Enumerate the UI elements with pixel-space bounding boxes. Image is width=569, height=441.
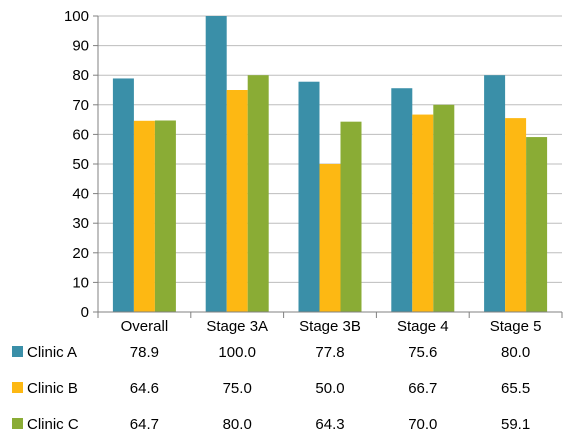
bar-clinic-c-stage-3b (340, 121, 362, 312)
bar-clinic-a-stage-3a (205, 16, 227, 312)
y-tick-label-20: 20 (72, 245, 89, 262)
bar-clinic-a-stage-3b (298, 81, 320, 312)
bar-clinic-c-stage-5 (526, 137, 548, 312)
y-tick-label-60: 60 (72, 126, 89, 143)
x-tick-label-stage-3a: Stage 3A (206, 318, 268, 335)
x-tick-label-overall: Overall (121, 318, 169, 335)
legend-key-clinic-b (12, 382, 23, 393)
bar-clinic-b-overall (133, 120, 155, 312)
axes (93, 15, 563, 318)
y-tick-label-90: 90 (72, 38, 89, 55)
data-label-clinic-b-stage-3b: 50.0 (315, 380, 344, 397)
bar-clinic-b-stage-3a (226, 90, 248, 312)
y-tick-label-70: 70 (72, 97, 89, 114)
y-tick-label-10: 10 (72, 274, 89, 291)
y-tick-label-40: 40 (72, 186, 89, 203)
bar-clinic-a-stage-5 (484, 75, 506, 312)
x-tick-label-stage-5: Stage 5 (490, 318, 542, 335)
x-tick-label-stage-3b: Stage 3B (299, 318, 361, 335)
bar-clinic-b-stage-3b (319, 164, 341, 312)
legend-key-clinic-a (12, 346, 23, 357)
data-label-clinic-a-stage-5: 80.0 (501, 344, 530, 361)
bar-clinic-c-overall (154, 120, 176, 312)
data-label-clinic-a-stage-3b: 77.8 (315, 344, 344, 361)
bar-clinic-c-stage-4 (433, 104, 455, 312)
bar-clinic-b-stage-4 (412, 114, 434, 313)
data-label-clinic-b-overall: 64.6 (130, 380, 159, 397)
legend-label-clinic-c: Clinic C (27, 416, 79, 433)
legend-label-clinic-a: Clinic A (27, 344, 77, 361)
y-tick-label-30: 30 (72, 215, 89, 232)
data-label-clinic-b-stage-3a: 75.0 (223, 380, 252, 397)
y-tick-label-100: 100 (64, 8, 89, 25)
data-label-clinic-c-stage-3a: 80.0 (223, 416, 252, 433)
y-tick-label-0: 0 (81, 304, 89, 321)
bar-clinic-a-overall (112, 78, 134, 313)
y-tick-labels: 0 10 20 30 40 50 60 70 80 90 100 (64, 8, 89, 321)
bar-clinic-a-stage-4 (391, 88, 413, 312)
legend-key-clinic-c (12, 418, 23, 429)
data-label-clinic-b-stage-4: 66.7 (408, 380, 437, 397)
data-label-clinic-a-overall: 78.9 (130, 344, 159, 361)
x-tick-label-stage-4: Stage 4 (397, 318, 449, 335)
bar-clinic-c-stage-3a (247, 75, 269, 312)
data-label-clinic-b-stage-5: 65.5 (501, 380, 530, 397)
data-label-clinic-a-stage-4: 75.6 (408, 344, 437, 361)
data-table: Overall Stage 3A Stage 3B Stage 4 Stage 5 Cli… (12, 318, 541, 433)
y-tick-label-80: 80 (72, 67, 89, 84)
data-label-clinic-c-overall: 64.7 (130, 416, 159, 433)
bars (112, 16, 548, 313)
data-label-clinic-c-stage-4: 70.0 (408, 416, 437, 433)
data-label-clinic-c-stage-3b: 64.3 (315, 416, 344, 433)
legend-label-clinic-b: Clinic B (27, 380, 78, 397)
data-label-clinic-a-stage-3a: 100.0 (218, 344, 256, 361)
bar-clinic-b-stage-5 (505, 118, 527, 313)
y-tick-label-50: 50 (72, 156, 89, 173)
data-label-clinic-c-stage-5: 59.1 (501, 416, 530, 433)
